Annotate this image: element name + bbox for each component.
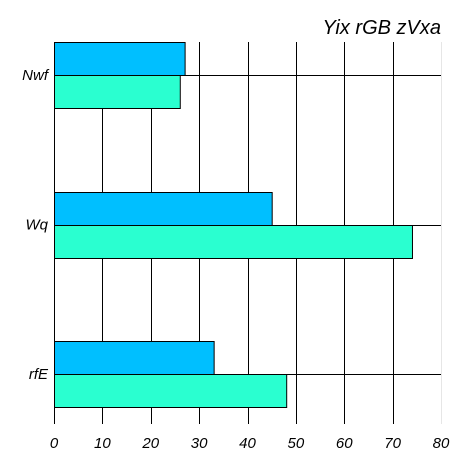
bar-Nwf-series-1	[54, 42, 186, 76]
x-axis-ticks: 0 10 20 30 40 50 60 70 80	[50, 435, 450, 452]
bars-layer	[54, 42, 413, 408]
category-label: Nwf	[22, 67, 50, 84]
y-axis-categories: Nwf Wq rfE	[22, 67, 50, 383]
x-tick-label: 70	[384, 435, 401, 452]
x-tick-label: 80	[433, 435, 450, 452]
x-tick-label: 10	[94, 435, 111, 452]
x-tick-label: 60	[336, 435, 353, 452]
x-tick-label: 40	[239, 435, 256, 452]
category-label: rfE	[29, 366, 49, 383]
bar-Nwf-series-2	[54, 75, 181, 109]
x-tick-label: 30	[191, 435, 208, 452]
bar-Wq-series-2	[54, 225, 413, 259]
x-tick-label: 20	[141, 435, 159, 452]
bar-Wq-series-1	[54, 192, 273, 226]
category-label: Wq	[26, 217, 49, 234]
chart-title: Yix rGB zVxa	[322, 17, 441, 39]
bar-rfE-series-2	[54, 374, 288, 408]
x-tick-label: 0	[50, 435, 59, 452]
bar-rfE-series-1	[54, 341, 215, 375]
x-tick-label: 50	[288, 435, 305, 452]
